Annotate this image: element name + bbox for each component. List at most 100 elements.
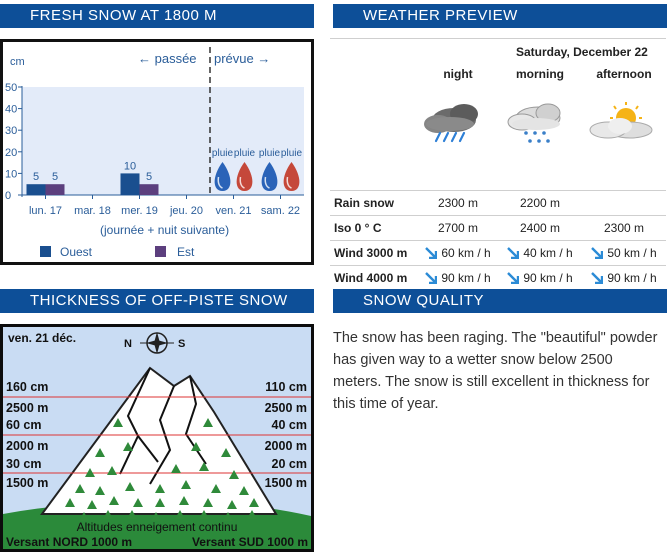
tree-icon [211, 484, 221, 493]
weather-row: Wind 4000 m 90 km / h 90 km / h 90 km / h [330, 265, 666, 290]
left-altitude-label: 1500 m [6, 476, 48, 490]
x-tick-label: jeu. 20 [169, 205, 203, 217]
left-altitude-label: 30 cm [6, 457, 41, 471]
period-morning: morning [516, 67, 564, 81]
weather-value: 2300 m [437, 196, 479, 210]
north-slope-label: Versant NORD 1000 m [6, 535, 132, 549]
thickness-date: ven. 21 déc. [8, 331, 76, 345]
weather-row-label: Wind 3000 m [334, 246, 408, 260]
weather-row: Rain snow 2300 m 2200 m [330, 190, 666, 215]
fresh-snow-header: FRESH SNOW AT 1800 M [0, 4, 314, 28]
y-tick-label: 20 [5, 147, 17, 159]
rain-label: pluie [234, 148, 256, 159]
weather-value: 2300 m [603, 221, 645, 235]
tree-icon [191, 442, 201, 451]
altitude-lines [3, 396, 311, 474]
right-altitude-label: 20 cm [272, 457, 307, 471]
legend-label-est: Est [177, 245, 195, 259]
weather-row-label: Wind 4000 m [334, 271, 408, 285]
forecast-label: prévue → [214, 51, 270, 66]
wind-arrow-icon [591, 272, 604, 284]
weather-cell: 2700 m [418, 221, 498, 235]
y-unit-label: cm [10, 56, 25, 68]
tree-icon [87, 500, 97, 509]
tree-icon [249, 498, 259, 507]
forecast-date: Saturday, December 22 [516, 45, 648, 59]
weather-cell: 90 km / h [500, 271, 580, 285]
weather-cell: 90 km / h [584, 271, 664, 285]
left-altitude-label: 2000 m [6, 439, 48, 453]
bar-value-label: 5 [33, 171, 39, 183]
tree-icon [127, 510, 137, 519]
raindrop-icon [261, 162, 278, 191]
rain-label: pluie [259, 148, 281, 159]
tree-icon [223, 512, 233, 521]
legend-swatch-ouest [40, 246, 51, 257]
tree-icon [221, 448, 231, 457]
tree-icon [95, 486, 105, 495]
weather-cell: 50 km / h [584, 246, 664, 260]
tree-icon [123, 442, 133, 451]
tree-icon [155, 498, 165, 507]
weather-title: WEATHER PREVIEW [363, 7, 518, 24]
left-altitude-label: 160 cm [6, 380, 48, 394]
wind-arrow-icon [425, 272, 438, 284]
period-night: night [443, 67, 473, 81]
tree-icon [79, 512, 89, 521]
fresh-snow-chart: cm ← passée prévue → 0 10 20 30 40 50 5 5 10 5 l… [0, 39, 314, 265]
weather-row-label: Rain snow [334, 196, 395, 210]
bar-ouest [120, 173, 140, 195]
south-slope-label: Versant SUD 1000 m [192, 535, 308, 549]
tree-icon [227, 500, 237, 509]
weather-cell: 2200 m [500, 196, 580, 210]
tree-icon [103, 510, 113, 519]
rain-label: pluie [212, 148, 234, 159]
tree-icon [65, 498, 75, 507]
weather-value: 90 km / h [441, 271, 491, 285]
period-afternoon: afternoon [596, 67, 652, 81]
snow-showers-icon [507, 103, 561, 143]
tree-icon [181, 480, 191, 489]
tree-icon [229, 470, 239, 479]
weather-value: 2400 m [519, 221, 561, 235]
tree-icon [107, 466, 117, 475]
tree-icon [133, 498, 143, 507]
right-altitude-label: 1500 m [265, 476, 307, 490]
x-tick-label: ven. 21 [215, 205, 251, 217]
x-tick-label: mer. 19 [121, 205, 158, 217]
weather-value: 90 km / h [523, 271, 573, 285]
weather-cell: 90 km / h [418, 271, 498, 285]
tree-icon [85, 468, 95, 477]
tree-icon [199, 510, 209, 519]
y-tick-label: 10 [5, 168, 17, 180]
tree-icon [203, 498, 213, 507]
compass-south: S [178, 338, 185, 350]
fresh-snow-title: FRESH SNOW AT 1800 M [30, 7, 217, 24]
right-altitude-label: 40 cm [272, 418, 307, 432]
thickness-header: THICKNESS OF OFF-PISTE SNOW [0, 289, 314, 313]
legend-swatch-est [155, 246, 166, 257]
bar-value-label: 5 [52, 171, 58, 183]
raindrop-icon [283, 162, 300, 191]
quality-header: SNOW QUALITY [333, 289, 667, 313]
weather-value: 40 km / h [523, 246, 573, 260]
weather-cell: 2300 m [418, 196, 498, 210]
weather-row: Wind 3000 m 60 km / h 40 km / h 50 km / h [330, 240, 666, 265]
y-tick-label: 0 [5, 190, 11, 202]
x-tick-label: sam. 22 [261, 205, 300, 217]
wind-arrow-icon [591, 247, 604, 259]
raindrop-icon [214, 162, 231, 191]
tree-icon [171, 464, 181, 473]
bar-ouest [26, 184, 46, 195]
tree-icon [109, 496, 119, 505]
raindrop-icon [236, 162, 253, 191]
wind-arrow-icon [507, 272, 520, 284]
weather-cell: 2300 m [584, 221, 664, 235]
tree-icon [239, 486, 249, 495]
weather-row-label: Iso 0 ° C [334, 221, 382, 235]
weather-cell: 2400 m [500, 221, 580, 235]
thickness-title: THICKNESS OF OFF-PISTE SNOW [30, 292, 288, 309]
y-tick-label: 40 [5, 104, 17, 116]
weather-cell: 40 km / h [500, 246, 580, 260]
wind-arrow-icon [507, 247, 520, 259]
